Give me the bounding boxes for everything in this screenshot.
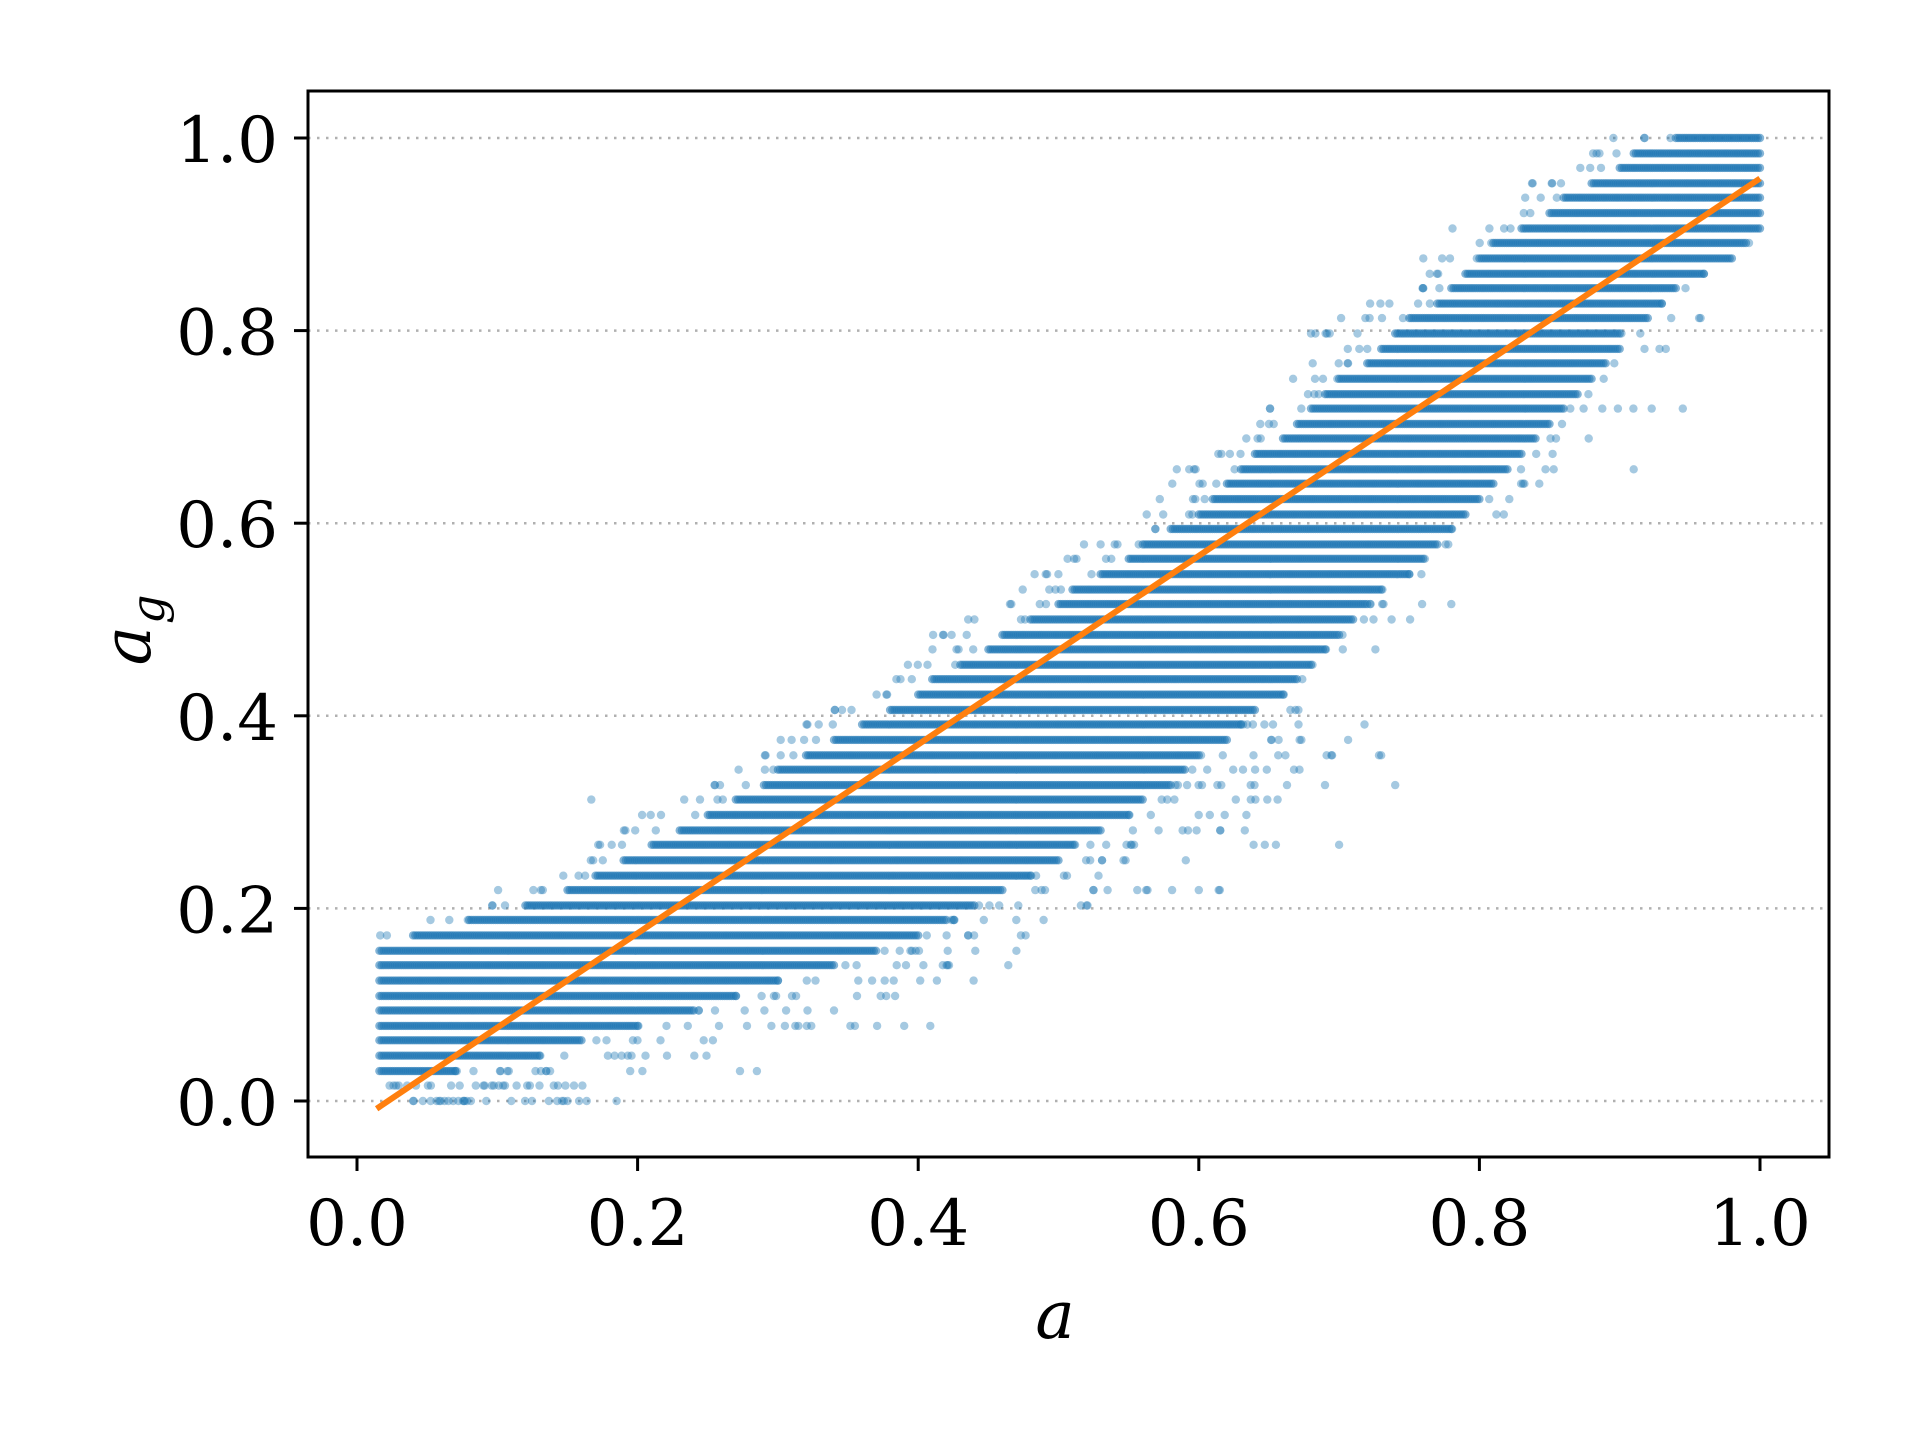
x-tick-label: 0.2 xyxy=(587,1187,689,1261)
x-tick-label: 1.0 xyxy=(1709,1187,1811,1261)
y-tick-label: 0.8 xyxy=(176,297,278,371)
x-tick-label: 0.0 xyxy=(306,1187,408,1261)
x-tick-label: 0.4 xyxy=(867,1187,969,1261)
y-tick-label: 0.6 xyxy=(176,489,278,563)
x-axis-label: a xyxy=(1035,1277,1074,1354)
x-tick-label: 0.8 xyxy=(1429,1187,1531,1261)
y-tick-label: 1.0 xyxy=(176,104,278,178)
y-tick-label: 0.2 xyxy=(176,874,278,948)
y-axis-label-base: a xyxy=(89,626,166,665)
y-axis-label-subscript: g xyxy=(121,595,175,624)
x-tick-label: 0.6 xyxy=(1148,1187,1250,1261)
y-tick-label: 0.4 xyxy=(176,682,278,756)
y-tick-label: 0.0 xyxy=(176,1067,278,1141)
